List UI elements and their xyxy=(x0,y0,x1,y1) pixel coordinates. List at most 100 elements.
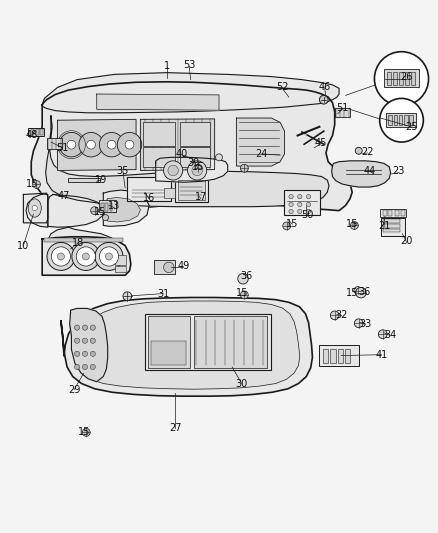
Text: 47: 47 xyxy=(58,191,70,201)
Circle shape xyxy=(215,154,223,161)
Bar xyxy=(164,188,175,198)
Text: 36: 36 xyxy=(240,271,252,281)
Circle shape xyxy=(90,351,95,357)
Text: 50: 50 xyxy=(301,210,313,220)
Bar xyxy=(175,176,208,202)
Circle shape xyxy=(57,253,64,260)
Text: 15: 15 xyxy=(26,179,38,189)
Bar xyxy=(145,313,272,370)
Ellipse shape xyxy=(28,199,41,217)
Circle shape xyxy=(99,247,119,266)
Polygon shape xyxy=(103,190,149,227)
Circle shape xyxy=(297,209,302,214)
Circle shape xyxy=(106,253,113,260)
Circle shape xyxy=(95,243,123,270)
Bar xyxy=(404,116,408,125)
Circle shape xyxy=(47,243,75,270)
Circle shape xyxy=(74,364,80,369)
Circle shape xyxy=(82,338,88,343)
Circle shape xyxy=(354,319,363,328)
Text: 24: 24 xyxy=(256,149,268,159)
Polygon shape xyxy=(57,119,136,171)
Bar xyxy=(384,69,419,87)
Bar xyxy=(153,261,175,274)
Circle shape xyxy=(90,364,95,369)
Circle shape xyxy=(289,203,293,207)
Text: 21: 21 xyxy=(378,221,390,231)
Circle shape xyxy=(67,140,76,149)
Bar xyxy=(143,147,175,167)
Polygon shape xyxy=(141,119,215,171)
Bar xyxy=(99,200,116,212)
Text: 15: 15 xyxy=(78,426,91,437)
Bar xyxy=(101,203,104,211)
Text: 51: 51 xyxy=(336,103,348,114)
Text: 17: 17 xyxy=(194,192,207,202)
Bar xyxy=(194,316,267,368)
Text: 25: 25 xyxy=(405,122,417,132)
Text: 33: 33 xyxy=(360,319,372,329)
Bar xyxy=(46,138,62,149)
Bar xyxy=(395,210,399,216)
Polygon shape xyxy=(97,94,219,110)
Bar xyxy=(387,72,391,85)
Circle shape xyxy=(82,325,88,330)
Circle shape xyxy=(356,287,366,298)
Bar xyxy=(345,349,350,364)
Circle shape xyxy=(107,140,116,149)
Text: 1: 1 xyxy=(163,61,170,71)
Circle shape xyxy=(87,140,95,149)
Circle shape xyxy=(297,203,302,207)
Text: 34: 34 xyxy=(384,330,396,341)
Circle shape xyxy=(240,164,248,172)
Bar xyxy=(330,349,336,364)
Circle shape xyxy=(378,330,387,338)
Text: 36: 36 xyxy=(358,287,370,297)
Text: 53: 53 xyxy=(183,60,195,70)
Circle shape xyxy=(82,429,90,437)
Text: 18: 18 xyxy=(72,238,85,248)
Circle shape xyxy=(74,338,80,343)
Text: 40: 40 xyxy=(176,149,188,159)
Text: 35: 35 xyxy=(117,166,129,176)
Polygon shape xyxy=(42,72,339,113)
Circle shape xyxy=(90,338,95,343)
Circle shape xyxy=(306,209,311,214)
Text: 48: 48 xyxy=(26,130,38,140)
Text: 15: 15 xyxy=(94,207,106,217)
Bar xyxy=(381,219,405,236)
Circle shape xyxy=(192,165,202,176)
Polygon shape xyxy=(48,227,117,260)
Text: 15: 15 xyxy=(192,163,204,172)
Circle shape xyxy=(163,161,183,180)
Circle shape xyxy=(238,273,248,284)
Text: 13: 13 xyxy=(108,201,120,211)
Bar xyxy=(143,123,175,147)
Circle shape xyxy=(74,351,80,357)
Bar xyxy=(110,203,113,211)
Bar xyxy=(148,316,190,368)
Circle shape xyxy=(82,364,88,369)
Bar xyxy=(177,180,205,200)
Circle shape xyxy=(163,262,174,272)
Circle shape xyxy=(74,325,80,330)
Circle shape xyxy=(79,133,103,157)
Polygon shape xyxy=(48,195,103,227)
Text: 46: 46 xyxy=(318,82,331,92)
Text: 26: 26 xyxy=(401,71,413,82)
Circle shape xyxy=(187,161,207,180)
Circle shape xyxy=(76,247,95,266)
Text: 39: 39 xyxy=(187,158,200,167)
Bar xyxy=(68,178,100,182)
Bar xyxy=(393,72,397,85)
Text: 30: 30 xyxy=(236,378,248,389)
Bar xyxy=(180,123,210,147)
Circle shape xyxy=(59,133,84,157)
Text: 15: 15 xyxy=(346,288,359,298)
Text: 22: 22 xyxy=(361,147,374,157)
Text: 32: 32 xyxy=(335,310,347,320)
Polygon shape xyxy=(155,157,228,182)
Bar xyxy=(28,128,44,135)
Text: 31: 31 xyxy=(157,288,169,298)
Polygon shape xyxy=(23,193,48,223)
